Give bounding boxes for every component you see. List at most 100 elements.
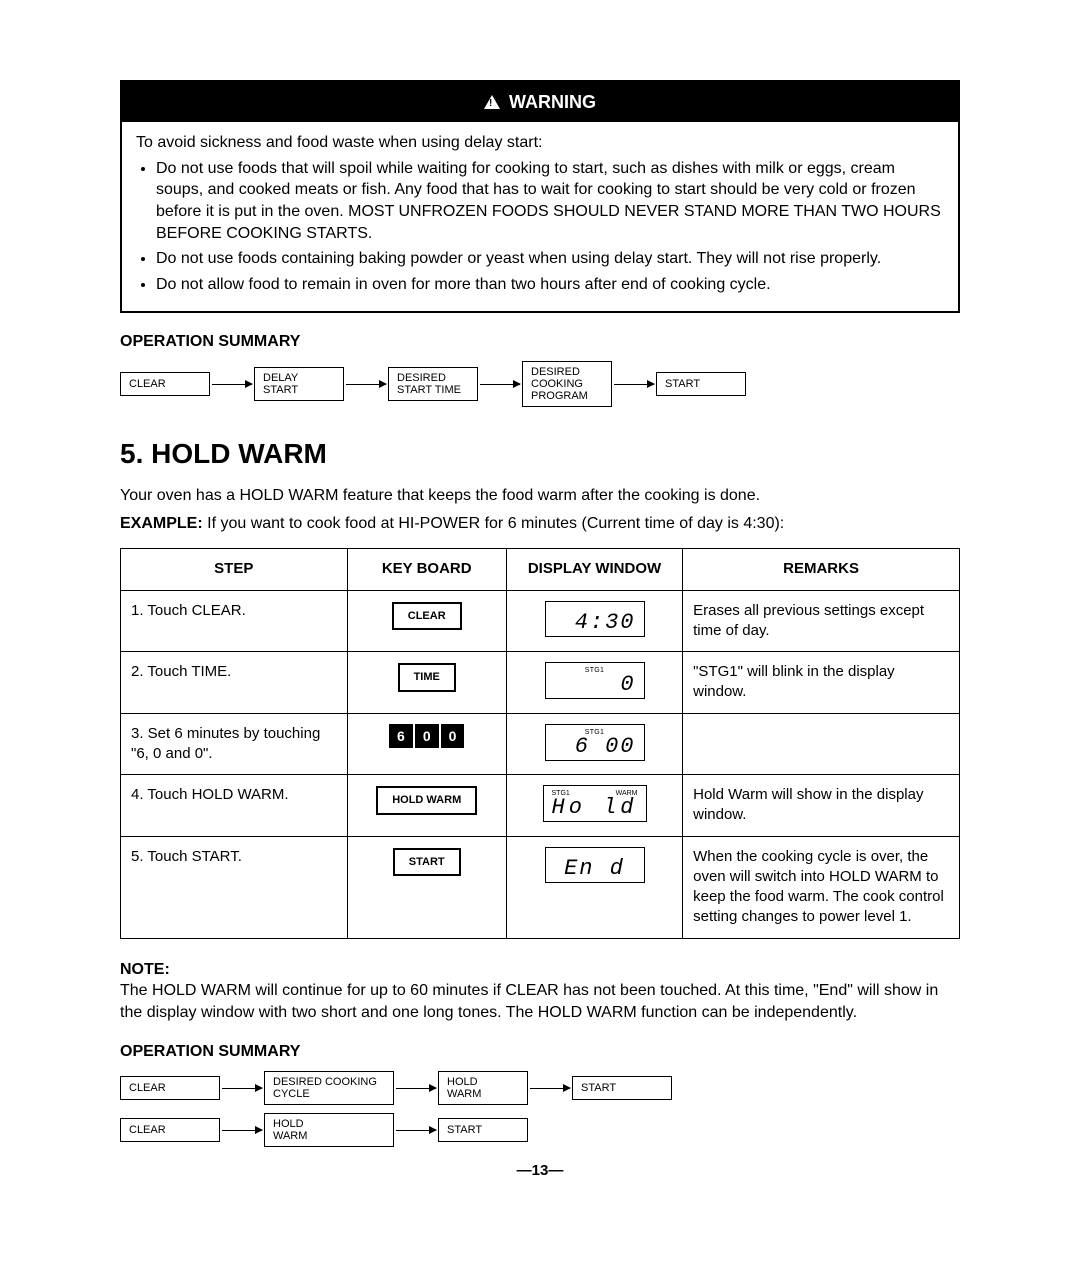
display-window: STG1WARMHo ld [543, 785, 647, 822]
intro-text: Your oven has a HOLD WARM feature that k… [120, 485, 960, 507]
remarks-cell [683, 713, 960, 775]
section-intro: Your oven has a HOLD WARM feature that k… [120, 485, 960, 534]
col-keyboard: KEY BOARD [347, 549, 506, 590]
warning-bullet: Do not allow food to remain in oven for … [156, 274, 944, 296]
manual-page: WARNING To avoid sickness and food waste… [0, 0, 1080, 1222]
operation-summary-heading-2: OPERATION SUMMARY [120, 1041, 960, 1063]
table-row: 4. Touch HOLD WARM. HOLD WARM STG1WARMHo l… [121, 775, 960, 837]
display-cell: STG10 [506, 652, 682, 714]
keyboard-cell: HOLD WARM [347, 775, 506, 837]
arrow-icon [346, 384, 386, 385]
example-label: EXAMPLE: [120, 515, 203, 532]
flow-box-label: START [665, 378, 700, 390]
flow-box-label: DELAY START [263, 372, 298, 396]
table-row: 5. Touch START. START En d When the cooking… [121, 836, 960, 938]
display-window: STG10 [545, 662, 645, 699]
flow-box: DESIRED COOKING CYCLE [264, 1071, 394, 1105]
col-display: DISPLAY WINDOW [506, 549, 682, 590]
flow-box: CLEAR [120, 1076, 220, 1100]
note-label: NOTE: [120, 961, 170, 978]
display-window: STG16 00 [545, 724, 645, 761]
flow-box-label: HOLD WARM [447, 1076, 481, 1100]
warning-header: WARNING [122, 82, 958, 122]
remarks-cell: Erases all previous settings except time… [683, 590, 960, 652]
warning-triangle-icon [484, 95, 500, 109]
flow-box: HOLD WARM [264, 1113, 394, 1147]
remarks-cell: When the cooking cycle is over, the oven… [683, 836, 960, 938]
col-step: STEP [121, 549, 348, 590]
example-line: EXAMPLE: If you want to cook food at HI-… [120, 513, 960, 535]
display-cell: En d [506, 836, 682, 938]
section-title: 5. HOLD WARM [120, 435, 960, 473]
operation-summary-flow-2b: CLEAR HOLD WARM START [120, 1113, 960, 1147]
keypad-number: 0 [415, 724, 439, 749]
step-cell: 2. Touch TIME. [121, 652, 348, 714]
keypad-button: START [393, 848, 461, 877]
table-row: 3. Set 6 minutes by touching "6, 0 and 0… [121, 713, 960, 775]
table-row: 2. Touch TIME.TIMESTG10"STG1" will blink… [121, 652, 960, 714]
flow-box: HOLD WARM [438, 1071, 528, 1105]
keypad-number: 6 [389, 724, 413, 749]
display-cell: STG1WARMHo ld [506, 775, 682, 837]
display-value: 6 00 [554, 736, 636, 758]
warning-body: To avoid sickness and food waste when us… [122, 122, 958, 311]
arrow-icon [530, 1088, 570, 1089]
flow-box-label: CLEAR [129, 1082, 166, 1094]
note-text: The HOLD WARM will continue for up to 60… [120, 980, 960, 1023]
flow-box: START [656, 372, 746, 396]
flow-box-label: HOLD WARM [273, 1118, 307, 1142]
operation-summary-flow-2a: CLEAR DESIRED COOKING CYCLE HOLD WARM ST… [120, 1071, 960, 1105]
warning-list: Do not use foods that will spoil while w… [136, 158, 944, 296]
flow-box-label: DESIRED COOKING PROGRAM [531, 366, 588, 402]
flow-box: DESIRED COOKING PROGRAM [522, 361, 612, 407]
display-value: En d [554, 852, 636, 880]
step-cell: 1. Touch CLEAR. [121, 590, 348, 652]
step-cell: 5. Touch START. [121, 836, 348, 938]
warning-bullet: Do not use foods that will spoil while w… [156, 158, 944, 244]
arrow-icon [396, 1088, 436, 1089]
arrow-icon [480, 384, 520, 385]
keypad-button: HOLD WARM [376, 786, 477, 815]
flow-box: DELAY START [254, 367, 344, 401]
display-window: 4:30 [545, 601, 645, 637]
arrow-icon [222, 1130, 262, 1131]
flow-box-label: CLEAR [129, 1124, 166, 1136]
flow-box-label: START [581, 1082, 616, 1094]
display-value: Ho ld [552, 797, 638, 819]
flow-box: DESIRED START TIME [388, 367, 478, 401]
example-text: If you want to cook food at HI-POWER for… [207, 515, 784, 532]
warning-bullet: Do not use foods containing baking powde… [156, 248, 944, 270]
flow-box-label: START [447, 1124, 482, 1136]
warning-lead: To avoid sickness and food waste when us… [136, 132, 944, 154]
note-block: NOTE: The HOLD WARM will continue for up… [120, 959, 960, 1024]
keypad-number: 0 [441, 724, 465, 749]
arrow-icon [614, 384, 654, 385]
flow-box: START [438, 1118, 528, 1142]
display-value: 4:30 [554, 606, 636, 634]
keyboard-cell: CLEAR [347, 590, 506, 652]
keyboard-cell: 600 [347, 713, 506, 775]
operation-summary-flow-1: CLEAR DELAY START DESIRED START TIME DES… [120, 361, 960, 407]
warning-box: WARNING To avoid sickness and food waste… [120, 80, 960, 313]
operation-summary-heading: OPERATION SUMMARY [120, 331, 960, 353]
flow-box: CLEAR [120, 372, 210, 396]
arrow-icon [212, 384, 252, 385]
remarks-cell: Hold Warm will show in the display windo… [683, 775, 960, 837]
step-cell: 4. Touch HOLD WARM. [121, 775, 348, 837]
warning-title: WARNING [509, 92, 596, 112]
keyboard-cell: START [347, 836, 506, 938]
col-remarks: REMARKS [683, 549, 960, 590]
flow-box-label: DESIRED START TIME [397, 372, 461, 396]
keyboard-cell: TIME [347, 652, 506, 714]
display-cell: STG16 00 [506, 713, 682, 775]
page-number: —13— [120, 1161, 960, 1181]
table-header-row: STEP KEY BOARD DISPLAY WINDOW REMARKS [121, 549, 960, 590]
steps-table: STEP KEY BOARD DISPLAY WINDOW REMARKS 1.… [120, 548, 960, 938]
display-window: En d [545, 847, 645, 883]
flow-box: CLEAR [120, 1118, 220, 1142]
table-row: 1. Touch CLEAR.CLEAR 4:30 Erases all previ… [121, 590, 960, 652]
display-value: 0 [554, 674, 636, 696]
flow-box-label: CLEAR [129, 378, 166, 390]
arrow-icon [396, 1130, 436, 1131]
keypad-button: TIME [398, 663, 456, 692]
